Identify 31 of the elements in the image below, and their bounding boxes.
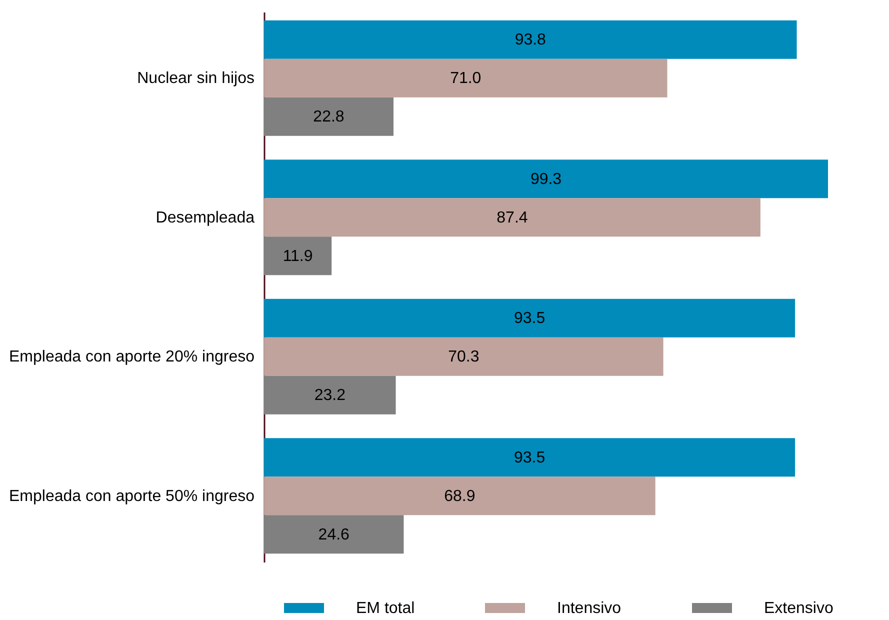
bar: [264, 97, 394, 136]
data-label: 93.5: [514, 310, 546, 328]
bar: [264, 476, 656, 516]
bar: [264, 236, 332, 276]
data-label: 87.4: [496, 209, 528, 226]
data-label: 23.2: [314, 387, 346, 404]
y-tick-label: Empleada con aporte 20% ingreso: [9, 348, 255, 366]
data-label: 68.9: [444, 488, 476, 505]
bar: [264, 376, 396, 414]
legend-label: Intensivo: [557, 600, 622, 617]
bar: [264, 337, 664, 376]
data-label: 24.6: [318, 526, 350, 544]
data-label: 70.3: [448, 348, 480, 366]
bar: [264, 20, 797, 59]
y-tick-label: Nuclear sin hijos: [137, 70, 254, 88]
data-label: 22.8: [313, 108, 344, 126]
data-label: 93.8: [514, 32, 546, 49]
y-tick-label: Desempleada: [156, 209, 255, 226]
data-label: 99.3: [530, 170, 562, 188]
bar: [264, 515, 404, 554]
data-label: 71.0: [450, 70, 482, 88]
bar: [264, 438, 796, 477]
bar: [264, 298, 796, 338]
legend-label: Extensivo: [764, 600, 834, 617]
data-label: 93.5: [514, 449, 546, 466]
y-tick-label: Empleada con aporte 50% ingreso: [9, 488, 255, 505]
bar: [264, 58, 668, 98]
bar: [264, 160, 828, 198]
legend-label: EM total: [356, 600, 415, 617]
bar: [264, 198, 760, 237]
data-label: 11.9: [282, 248, 313, 265]
